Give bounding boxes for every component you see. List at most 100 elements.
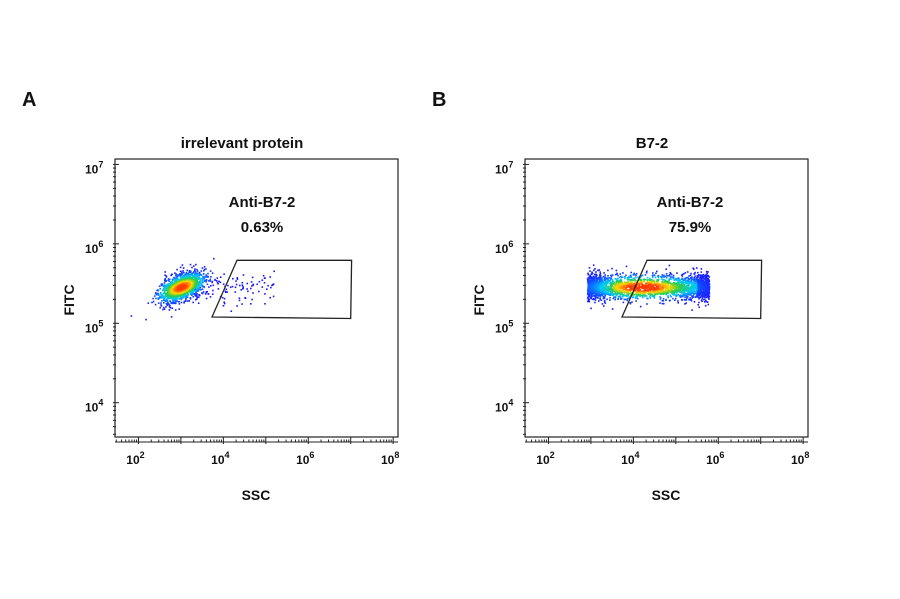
event-dot (612, 280, 615, 283)
event-dot (597, 288, 599, 291)
event-dot (204, 293, 207, 295)
event-dot (701, 294, 703, 297)
event-dot (241, 303, 243, 305)
event-dot (596, 296, 599, 299)
event-dot (620, 284, 622, 286)
panel-letter: B (432, 89, 446, 111)
event-dot (634, 282, 636, 284)
event-dot (626, 283, 628, 285)
event-dot (186, 269, 188, 272)
event-dot (198, 271, 201, 274)
event-dot (656, 287, 659, 290)
event-dot (605, 284, 608, 286)
event-dot (591, 289, 593, 292)
event-dot (690, 277, 692, 280)
event-dot (629, 279, 632, 282)
event-dot (156, 293, 159, 296)
event-dot (674, 286, 676, 288)
event-dot (705, 275, 708, 278)
event-dot (639, 281, 642, 284)
event-dot (222, 305, 225, 307)
event-dot (667, 296, 669, 299)
event-dot (638, 286, 640, 288)
event-dot (612, 286, 615, 288)
event-dot (606, 298, 608, 301)
event-dot (633, 286, 636, 288)
event-dot (214, 279, 216, 281)
event-dot (677, 285, 680, 287)
event-dot (184, 294, 187, 297)
event-dot (175, 274, 177, 277)
event-dot (211, 281, 213, 284)
event-dot (219, 276, 222, 278)
event-dot (158, 285, 161, 287)
event-dot (656, 280, 658, 283)
event-dot (640, 294, 643, 297)
event-dot (671, 288, 674, 290)
event-dot (649, 285, 652, 288)
event-dot (676, 290, 679, 293)
event-dot (169, 289, 172, 291)
event-dot (194, 295, 197, 297)
event-dot (160, 305, 163, 307)
event-dot (700, 277, 703, 280)
event-dot (600, 287, 603, 290)
event-dot (661, 287, 664, 289)
event-dot (607, 293, 609, 295)
event-dot (614, 278, 617, 280)
event-dot (642, 286, 645, 289)
event-dot (686, 290, 688, 292)
event-dot (180, 286, 182, 289)
event-dot (171, 302, 173, 305)
event-dot (666, 286, 669, 288)
event-dot (624, 286, 627, 289)
event-dot (190, 291, 193, 294)
event-dot (609, 297, 611, 299)
event-dot (196, 270, 199, 272)
event-dot (588, 282, 591, 285)
event-dot (191, 284, 194, 287)
event-dot (656, 290, 659, 292)
event-dot (604, 282, 607, 284)
event-dot (654, 293, 657, 296)
event-dot (677, 282, 680, 284)
event-dot (673, 285, 675, 287)
event-dot (597, 269, 599, 272)
event-dot (634, 278, 636, 281)
event-dot (200, 289, 202, 291)
event-dot (168, 278, 171, 281)
event-dot (698, 306, 700, 309)
event-dot (611, 279, 614, 281)
event-dot (620, 279, 623, 282)
event-dot (209, 296, 212, 298)
event-dot (685, 296, 688, 298)
event-dot (701, 298, 704, 300)
event-dot (218, 280, 220, 283)
event-dot (653, 283, 656, 285)
event-dot (590, 293, 593, 295)
event-dot (681, 283, 683, 285)
event-dot (597, 278, 599, 280)
event-dot (609, 291, 612, 293)
event-dot (192, 301, 194, 304)
event-dot (659, 290, 662, 292)
event-dot (203, 268, 206, 271)
event-dot (690, 281, 692, 284)
event-dot (611, 287, 613, 290)
event-dot (195, 291, 197, 294)
event-dot (668, 274, 671, 276)
event-dot (179, 275, 182, 277)
event-dot (630, 274, 632, 277)
event-dot (674, 287, 677, 289)
event-dot (230, 310, 233, 312)
event-dot (683, 279, 685, 281)
event-dot (662, 284, 664, 286)
event-dot (643, 284, 645, 286)
event-dot (610, 287, 612, 289)
event-dot (633, 290, 636, 293)
event-dot (250, 303, 252, 305)
event-dot (633, 277, 635, 280)
event-dot (171, 307, 174, 309)
event-dot (600, 293, 603, 295)
event-dot (695, 267, 698, 269)
